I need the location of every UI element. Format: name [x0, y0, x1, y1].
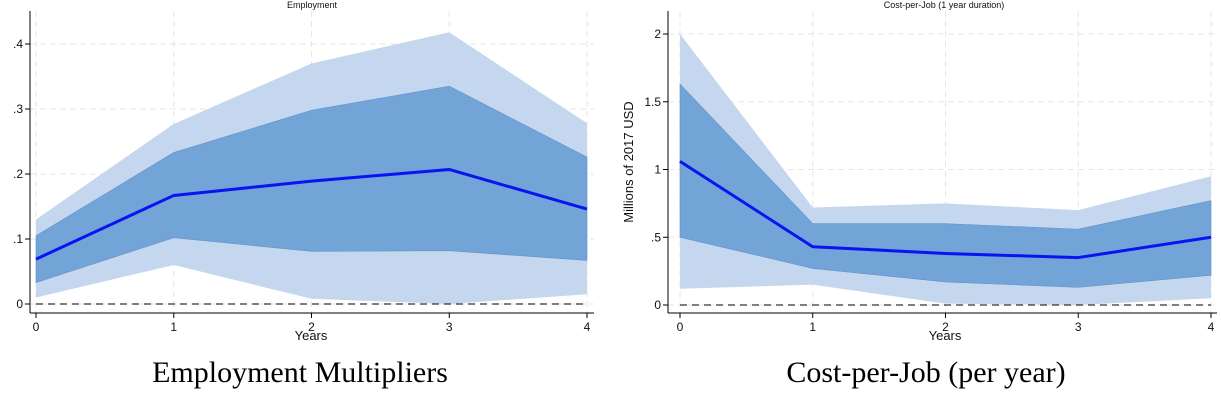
x-tick-label-1: 1 — [809, 320, 816, 334]
inner-band-0 — [35, 85, 588, 283]
panel-1: 0 .5 1 1.5 2 0 1 2 3 4 Cost-per-Job (1 year durati… — [621, 0, 1217, 343]
y-tick-label-1: .1 — [13, 232, 23, 246]
x-tick-label-4: 4 — [1208, 320, 1215, 334]
y-axis-label: Millions of 2017 USD — [621, 101, 636, 222]
panel-title: Cost-per-Job (1 year duration) — [884, 0, 1005, 10]
caption-cost-per-job: Cost-per-Job (per year) — [786, 356, 1066, 389]
chart-canvas: 0 .1 .2 .3 .4 0 1 2 3 4 Employment Years 0 .5 1 1.5 2 0 1 2… — [13, 0, 1217, 343]
x-axis-label: Years — [929, 328, 962, 343]
y-tick-label-3: .3 — [13, 102, 23, 116]
x-tick-label-2: 2 — [942, 320, 949, 334]
y-tick-label-4: .4 — [13, 37, 23, 51]
y-tick-label-0: 0 — [654, 298, 661, 312]
panel-title: Employment — [287, 0, 338, 10]
x-tick-label-0: 0 — [677, 320, 684, 334]
caption-employment-multipliers: Employment Multipliers — [152, 356, 448, 389]
y-tick-label-2: .2 — [13, 167, 23, 181]
y-tick-label-2: 1 — [654, 163, 661, 177]
y-tick-label-3: 1.5 — [644, 95, 661, 109]
x-tick-label-4: 4 — [584, 320, 591, 334]
x-tick-label-1: 1 — [170, 320, 177, 334]
y-tick-label-0: 0 — [16, 297, 23, 311]
inner-band-1 — [679, 83, 1212, 288]
x-tick-label-0: 0 — [33, 320, 40, 334]
y-tick-label-4: 2 — [654, 27, 661, 41]
x-axis-label: Years — [295, 328, 328, 343]
x-tick-label-3: 3 — [1075, 320, 1082, 334]
y-tick-label-1: .5 — [651, 230, 661, 244]
x-tick-label-2: 2 — [308, 320, 315, 334]
panel-0: 0 .1 .2 .3 .4 0 1 2 3 4 Employment Years — [13, 0, 594, 343]
x-tick-label-3: 3 — [446, 320, 453, 334]
